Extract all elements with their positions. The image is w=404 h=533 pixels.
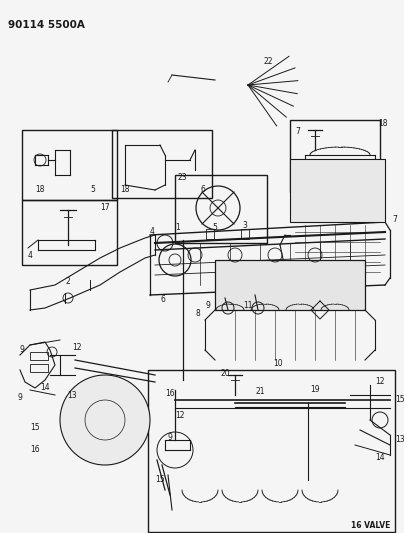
Circle shape (60, 375, 150, 465)
Text: 13: 13 (395, 435, 404, 445)
Text: 9: 9 (206, 301, 210, 310)
Bar (22, 200, 117, 265)
Text: 14: 14 (40, 384, 50, 392)
Text: 1: 1 (176, 223, 180, 232)
Text: 19: 19 (310, 385, 320, 394)
Text: 5: 5 (213, 223, 217, 232)
Text: 7: 7 (295, 127, 300, 136)
Text: 15: 15 (395, 395, 404, 405)
Text: 15: 15 (155, 475, 164, 484)
Bar (290, 159, 385, 222)
Text: 15: 15 (30, 424, 40, 432)
Text: 6: 6 (200, 185, 205, 195)
Text: 4: 4 (150, 228, 155, 237)
Bar (112, 130, 212, 198)
Bar (30, 352, 48, 360)
Text: 10: 10 (273, 359, 283, 367)
Text: 20: 20 (220, 368, 230, 377)
Text: 22: 22 (263, 58, 273, 67)
Bar (22, 130, 117, 200)
Text: 11: 11 (243, 301, 253, 310)
Text: 6: 6 (160, 295, 165, 304)
Text: 18: 18 (120, 185, 130, 195)
Text: 90114 5500A: 90114 5500A (8, 20, 85, 30)
Bar (241, 229, 249, 239)
Bar (148, 370, 395, 532)
Text: 14: 14 (375, 454, 385, 463)
Text: 7: 7 (392, 215, 397, 224)
Bar (30, 364, 48, 372)
Text: 9: 9 (20, 345, 25, 354)
Text: 5: 5 (90, 185, 95, 195)
Text: 12: 12 (375, 377, 385, 386)
Text: 12: 12 (175, 410, 185, 419)
Text: 9: 9 (167, 433, 172, 442)
Text: 16: 16 (165, 389, 175, 398)
Text: 21: 21 (255, 387, 265, 397)
Text: 16 VALVE: 16 VALVE (351, 521, 390, 529)
Text: 9: 9 (18, 393, 23, 402)
Bar (206, 229, 214, 239)
Text: 23: 23 (178, 174, 187, 182)
Bar (175, 175, 267, 243)
Bar (215, 260, 365, 310)
Text: 18: 18 (378, 118, 387, 127)
Text: 3: 3 (242, 221, 247, 230)
Text: 12: 12 (72, 343, 82, 352)
Text: 8: 8 (195, 309, 200, 318)
Text: 17: 17 (100, 204, 109, 213)
Text: 4: 4 (28, 251, 33, 260)
Bar (290, 120, 380, 192)
Text: 13: 13 (67, 391, 77, 400)
Text: 16: 16 (30, 446, 40, 455)
Text: 18: 18 (35, 185, 44, 195)
Text: 2: 2 (65, 278, 70, 287)
